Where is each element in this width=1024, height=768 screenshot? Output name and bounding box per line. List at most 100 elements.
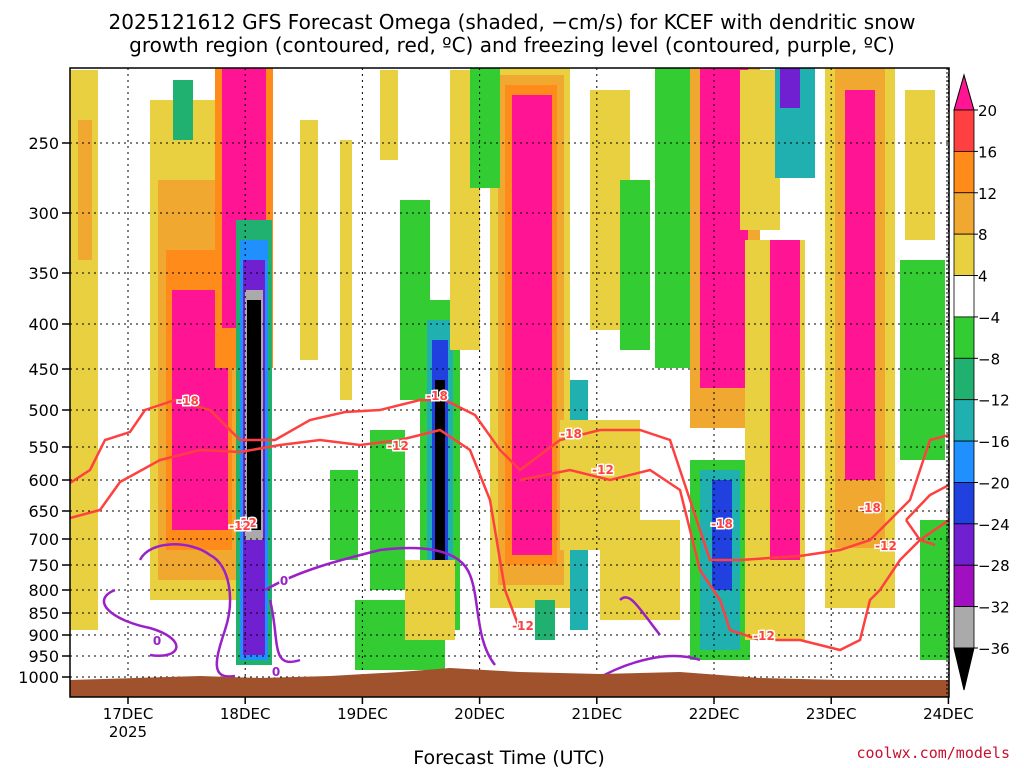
dgz-contour-label: -12	[875, 539, 897, 553]
omega-band	[405, 560, 455, 640]
x-axis: 17DEC 18DEC 19DEC 20DEC 21DEC 22DEC 23DEC 24DEC…	[103, 697, 974, 741]
terrain	[70, 668, 949, 697]
y-tick-label: 750	[28, 556, 59, 575]
omega-band	[560, 420, 640, 550]
omega-band	[900, 260, 945, 460]
colorbar-label: 8	[978, 226, 988, 244]
y-tick-label: 850	[28, 604, 59, 623]
omega-band	[173, 80, 193, 140]
omega-band	[905, 90, 935, 240]
dgz-contour-label: -18	[426, 389, 448, 403]
colorbar-label: −4	[978, 309, 1000, 327]
credit-text: coolwx.com/models	[856, 744, 1010, 762]
plot-frame	[69, 67, 950, 698]
dgz-contour-label: -12	[592, 463, 614, 477]
colorbar-label: −8	[978, 350, 1000, 368]
y-tick-label: 800	[28, 581, 59, 600]
colorbar-label: −20	[978, 474, 1010, 492]
omega-band	[370, 430, 405, 590]
dgz-contour-label: -12	[753, 629, 775, 643]
y-tick-label: 300	[28, 204, 59, 223]
omega-band	[300, 120, 318, 360]
omega-band	[712, 480, 732, 590]
dendritic-growth-contours	[70, 398, 949, 652]
dgz-contour	[519, 468, 949, 652]
colorbar-label: 4	[978, 268, 988, 286]
x-tick-label: 23DEC	[806, 705, 857, 723]
freezing-contour	[268, 599, 301, 664]
omega-band	[78, 120, 92, 260]
omega-band	[535, 600, 555, 640]
y-tick-label: 450	[28, 360, 59, 379]
omega-band	[845, 90, 875, 480]
colorbar-segment	[953, 316, 975, 359]
freezing-contour	[102, 588, 178, 658]
colorbar-top-arrow	[953, 73, 975, 111]
freezing-contour-label: 0	[280, 574, 288, 588]
colorbar-segment	[953, 233, 975, 276]
colorbar-label: −28	[978, 557, 1010, 575]
y-tick-label: 900	[28, 626, 59, 645]
dgz-contour-label: -18	[560, 427, 582, 441]
colorbar-label: −24	[978, 516, 1010, 534]
colorbar-segment	[953, 564, 975, 608]
freezing-contour	[138, 543, 236, 678]
dgz-contour-label: -18	[177, 394, 199, 408]
colorbar-label: −16	[978, 433, 1010, 451]
omega-shading	[70, 68, 948, 670]
y-tick-label: 400	[28, 315, 59, 334]
y-tick-label: 650	[28, 502, 59, 521]
colorbar-segment	[953, 440, 975, 483]
colorbar-label: −12	[978, 392, 1010, 410]
colorbar-segment	[953, 192, 975, 235]
colorbar-bottom-arrow	[953, 647, 975, 691]
chart-title-line2: growth region (contoured, red, ºC) and f…	[129, 33, 895, 57]
colorbar: 20 16 12 8 4 −4 −8 −12 −16 −20 −24 −28 −32 −36	[953, 73, 1010, 691]
omega-band	[330, 470, 358, 560]
colorbar-segment	[953, 399, 975, 442]
x-tick-label: 17DEC	[103, 705, 154, 723]
dgz-contour-label: -12	[235, 516, 257, 530]
colorbar-segment	[953, 109, 975, 152]
dgz-contour-label: -18	[859, 501, 881, 515]
dgz-contour-label: -12	[229, 519, 251, 533]
freezing-contour-label: 0	[272, 665, 280, 679]
dgz-contour	[70, 398, 949, 562]
omega-band	[380, 70, 398, 160]
omega-band	[655, 68, 695, 368]
colorbar-segment	[953, 523, 975, 566]
colorbar-label: −36	[978, 640, 1010, 658]
x-tick-label: 21DEC	[572, 705, 623, 723]
y-tick-label: 550	[28, 438, 59, 457]
dgz-contour-label: -12	[387, 439, 409, 453]
x-tick-label: 22DEC	[689, 705, 740, 723]
colorbar-segment	[953, 275, 975, 318]
colorbar-segment	[953, 482, 975, 525]
colorbar-label: 20	[978, 102, 997, 120]
colorbar-segment	[953, 357, 975, 401]
colorbar-segment	[953, 150, 975, 194]
dgz-contour	[70, 428, 522, 631]
omega-band	[435, 380, 445, 620]
freezing-contour	[264, 546, 496, 666]
omega-band	[780, 68, 800, 108]
colorbar-label: −32	[978, 599, 1010, 617]
y-tick-label: 700	[28, 530, 59, 549]
dgz-contour-label: -12	[512, 619, 534, 633]
freezing-contour-label: 0	[153, 634, 161, 648]
omega-band	[740, 70, 780, 230]
y-tick-label: 950	[28, 647, 59, 666]
omega-band	[620, 180, 650, 350]
y-tick-label: 1000	[18, 668, 59, 687]
colorbar-label: 16	[978, 143, 997, 161]
y-tick-label: 600	[28, 471, 59, 490]
colorbar-label: 12	[978, 185, 997, 203]
y-axis: 250 300 350 400 450 500 550 600 650 700 750 800 850 9…	[18, 134, 70, 687]
omega-band	[470, 68, 500, 188]
dgz-contour	[904, 483, 949, 547]
y-tick-label: 250	[28, 134, 59, 153]
x-tick-label: 24DEC	[923, 705, 974, 723]
omega-band	[512, 95, 552, 555]
